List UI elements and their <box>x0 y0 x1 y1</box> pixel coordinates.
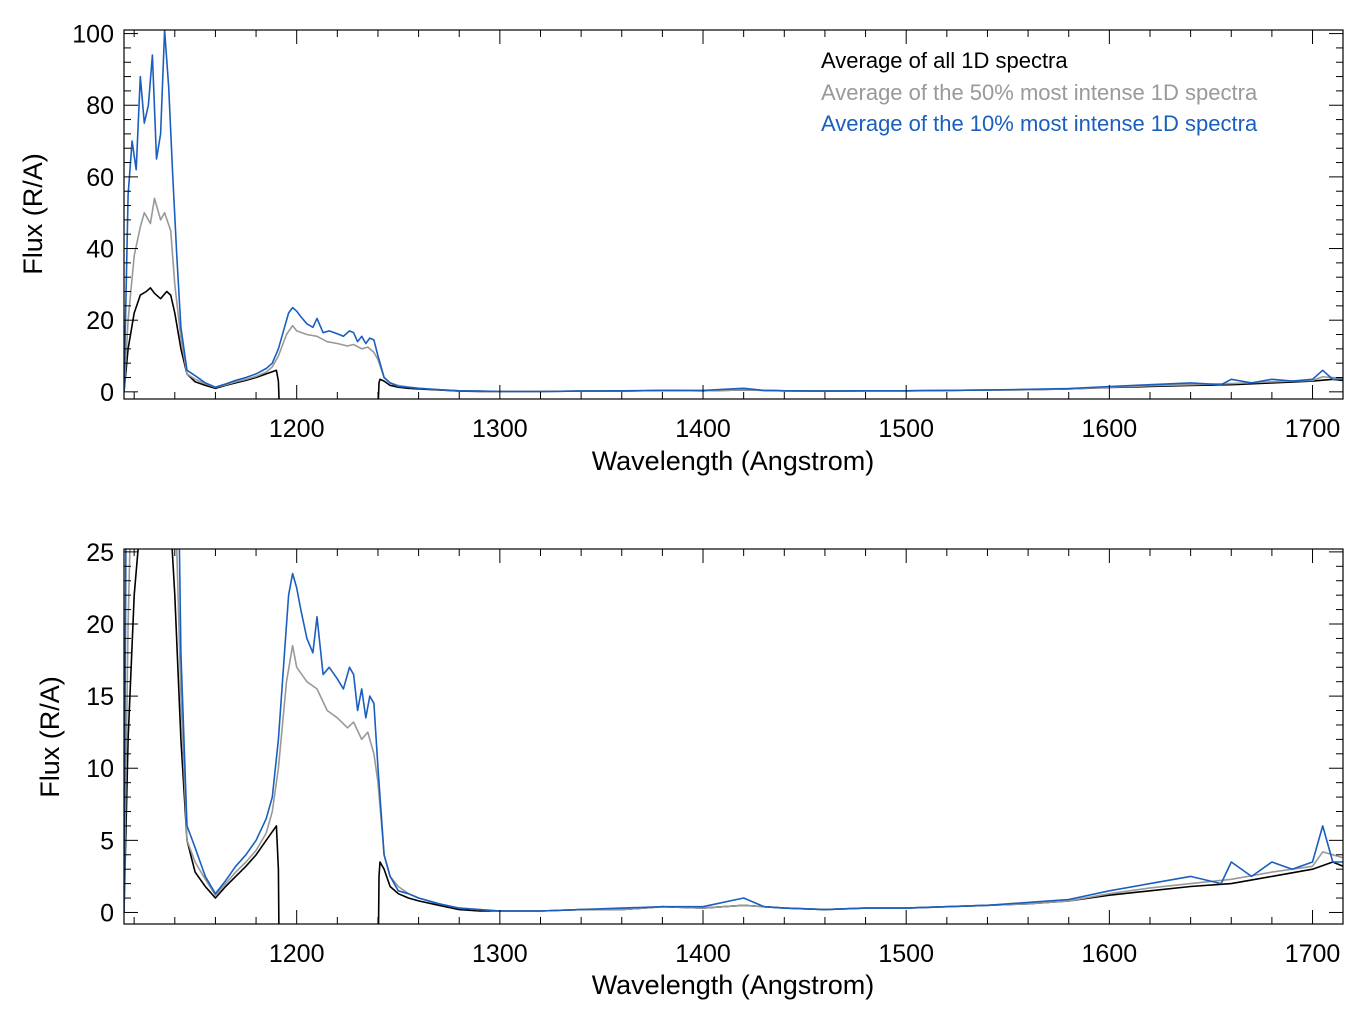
bottom-y-tick-label-5: 5 <box>100 827 114 855</box>
top-panel: 1200 1300 1400 1500 1600 1700 0 20 40 60 80 100 Wa… <box>18 21 1344 476</box>
legend-entry-50pct: Average of the 50% most intense 1D spect… <box>821 80 1258 105</box>
top-y-tick-label-80: 80 <box>86 92 114 120</box>
top-x-tick-label-1200: 1200 <box>269 415 325 443</box>
bottom-y-tick-labels: 0 5 10 15 20 25 <box>86 539 114 928</box>
bottom-x-axis-title: Wavelength (Angstrom) <box>592 970 875 1000</box>
bottom-y-tick-label-10: 10 <box>86 755 114 783</box>
top-x-tick-label-1700: 1700 <box>1285 415 1341 443</box>
top-y-tick-labels: 0 20 40 60 80 100 <box>72 21 114 407</box>
top-series-group <box>124 30 1343 399</box>
top-plot-frame <box>123 29 1344 400</box>
bottom-x-tick-label-1500: 1500 <box>878 940 934 968</box>
legend: Average of all 1D spectra Average of the… <box>821 48 1258 136</box>
bottom-y-axis-title: Flux (R/A) <box>35 676 65 798</box>
top-y-axis-title: Flux (R/A) <box>18 153 48 275</box>
top-y-tick-label-0: 0 <box>100 379 114 407</box>
bottom-x-tick-label-1200: 1200 <box>269 940 325 968</box>
top-x-tick-label-1400: 1400 <box>675 415 731 443</box>
bottom-series-group <box>124 549 1343 924</box>
top-y-tick-label-40: 40 <box>86 236 114 264</box>
bottom-y-tick-label-0: 0 <box>100 899 114 927</box>
top-x-tick-label-1300: 1300 <box>472 415 528 443</box>
bottom-series-line-1 <box>124 549 1343 913</box>
bottom-x-tick-label-1600: 1600 <box>1082 940 1138 968</box>
bottom-y-tick-label-15: 15 <box>86 683 114 711</box>
bottom-y-tick-label-25: 25 <box>86 539 114 567</box>
bottom-plot-frame <box>123 548 1344 925</box>
top-y-tick-label-100: 100 <box>72 21 114 49</box>
bottom-axis-ticks <box>124 549 1343 924</box>
bottom-series-line-2 <box>124 549 1343 913</box>
bottom-x-tick-labels: 1200 1300 1400 1500 1600 1700 <box>269 940 1340 968</box>
top-y-tick-label-20: 20 <box>86 307 114 335</box>
top-series-line-2 <box>124 30 1343 393</box>
top-y-tick-label-60: 60 <box>86 164 114 192</box>
top-x-tick-label-1600: 1600 <box>1082 415 1138 443</box>
bottom-x-tick-label-1700: 1700 <box>1285 940 1341 968</box>
top-x-axis-title: Wavelength (Angstrom) <box>592 446 875 476</box>
bottom-x-tick-label-1300: 1300 <box>472 940 528 968</box>
bottom-x-tick-label-1400: 1400 <box>675 940 731 968</box>
legend-entry-10pct: Average of the 10% most intense 1D spect… <box>821 111 1258 136</box>
top-x-tick-labels: 1200 1300 1400 1500 1600 1700 <box>269 415 1340 443</box>
top-x-tick-label-1500: 1500 <box>878 415 934 443</box>
bottom-y-tick-label-20: 20 <box>86 611 114 639</box>
top-axis-ticks <box>124 30 1343 399</box>
bottom-panel: 1200 1300 1400 1500 1600 1700 0 5 10 15 20 25 Wave… <box>35 539 1344 1000</box>
legend-entry-all: Average of all 1D spectra <box>821 48 1068 73</box>
